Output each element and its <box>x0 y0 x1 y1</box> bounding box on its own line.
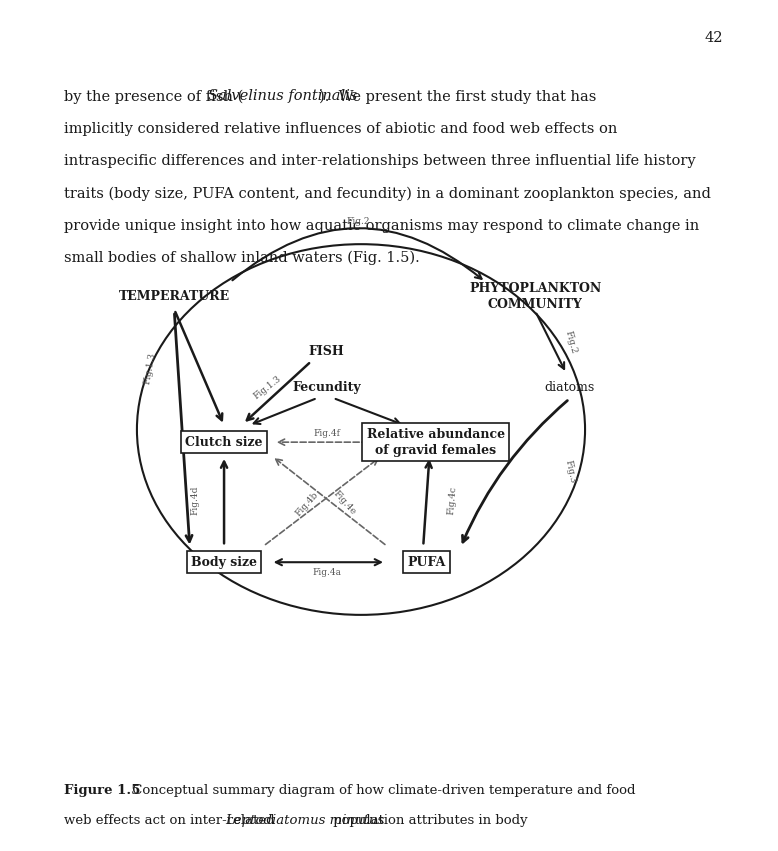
FancyArrowPatch shape <box>423 461 432 544</box>
FancyArrowPatch shape <box>221 461 227 544</box>
Text: Salvelinus fontinalis: Salvelinus fontinalis <box>208 89 357 103</box>
Text: traits (body size, PUFA content, and fecundity) in a dominant zooplankton specie: traits (body size, PUFA content, and fec… <box>64 186 710 201</box>
Text: Fig.1.3: Fig.1.3 <box>142 351 156 385</box>
Text: Fig.4a: Fig.4a <box>312 568 342 577</box>
Text: provide unique insight into how aquatic organisms may respond to climate change : provide unique insight into how aquatic … <box>64 219 699 232</box>
Text: Fig.1.3: Fig.1.3 <box>252 374 283 401</box>
FancyArrowPatch shape <box>537 314 564 369</box>
Text: Leptodiatomus minutus: Leptodiatomus minutus <box>226 814 385 827</box>
Text: Clutch size: Clutch size <box>185 436 263 448</box>
Text: FISH: FISH <box>309 346 345 358</box>
FancyArrowPatch shape <box>279 439 377 445</box>
Text: Fig.4b: Fig.4b <box>293 490 320 518</box>
Text: Relative abundance
of gravid females: Relative abundance of gravid females <box>366 428 505 457</box>
Text: web effects act on inter-related: web effects act on inter-related <box>64 814 279 827</box>
Text: Fig.3: Fig.3 <box>564 460 577 484</box>
FancyArrowPatch shape <box>335 399 400 424</box>
Text: implicitly considered relative influences of abiotic and food web effects on: implicitly considered relative influence… <box>64 122 617 135</box>
Text: by the presence of fish (: by the presence of fish ( <box>64 89 243 104</box>
Text: Figure 1.5: Figure 1.5 <box>64 784 140 797</box>
Text: PHYTOPLANKTON
COMMUNITY: PHYTOPLANKTON COMMUNITY <box>469 283 601 311</box>
Text: 42: 42 <box>705 31 724 45</box>
Text: diatoms: diatoms <box>545 381 594 394</box>
FancyArrowPatch shape <box>276 559 380 565</box>
Text: Fig.4f: Fig.4f <box>314 429 340 438</box>
Text: population attributes in body: population attributes in body <box>329 814 527 827</box>
Text: PUFA: PUFA <box>407 556 446 568</box>
Text: ).  We present the first study that has: ). We present the first study that has <box>319 89 597 104</box>
Text: Fig.4d: Fig.4d <box>191 486 199 515</box>
FancyArrowPatch shape <box>174 314 192 541</box>
Text: Fig.4c: Fig.4c <box>446 486 457 515</box>
Text: Body size: Body size <box>191 556 257 568</box>
Text: Fig.2: Fig.2 <box>563 330 578 355</box>
Text: Conceptual summary diagram of how climate-driven temperature and food: Conceptual summary diagram of how climat… <box>128 784 635 797</box>
Text: TEMPERATURE: TEMPERATURE <box>119 290 230 303</box>
Text: Fecundity: Fecundity <box>293 381 361 394</box>
Text: intraspecific differences and inter-relationships between three influential life: intraspecific differences and inter-rela… <box>64 154 696 168</box>
FancyArrowPatch shape <box>254 399 315 424</box>
FancyArrowPatch shape <box>233 228 482 280</box>
FancyArrowPatch shape <box>175 312 223 420</box>
FancyArrowPatch shape <box>247 363 309 420</box>
Text: Fig.2: Fig.2 <box>346 216 370 226</box>
FancyArrowPatch shape <box>462 401 567 542</box>
Text: small bodies of shallow inland waters (Fig. 1.5).: small bodies of shallow inland waters (F… <box>64 251 419 266</box>
FancyArrowPatch shape <box>265 459 378 545</box>
FancyArrowPatch shape <box>275 459 385 545</box>
Text: Fig.4e: Fig.4e <box>331 488 357 517</box>
